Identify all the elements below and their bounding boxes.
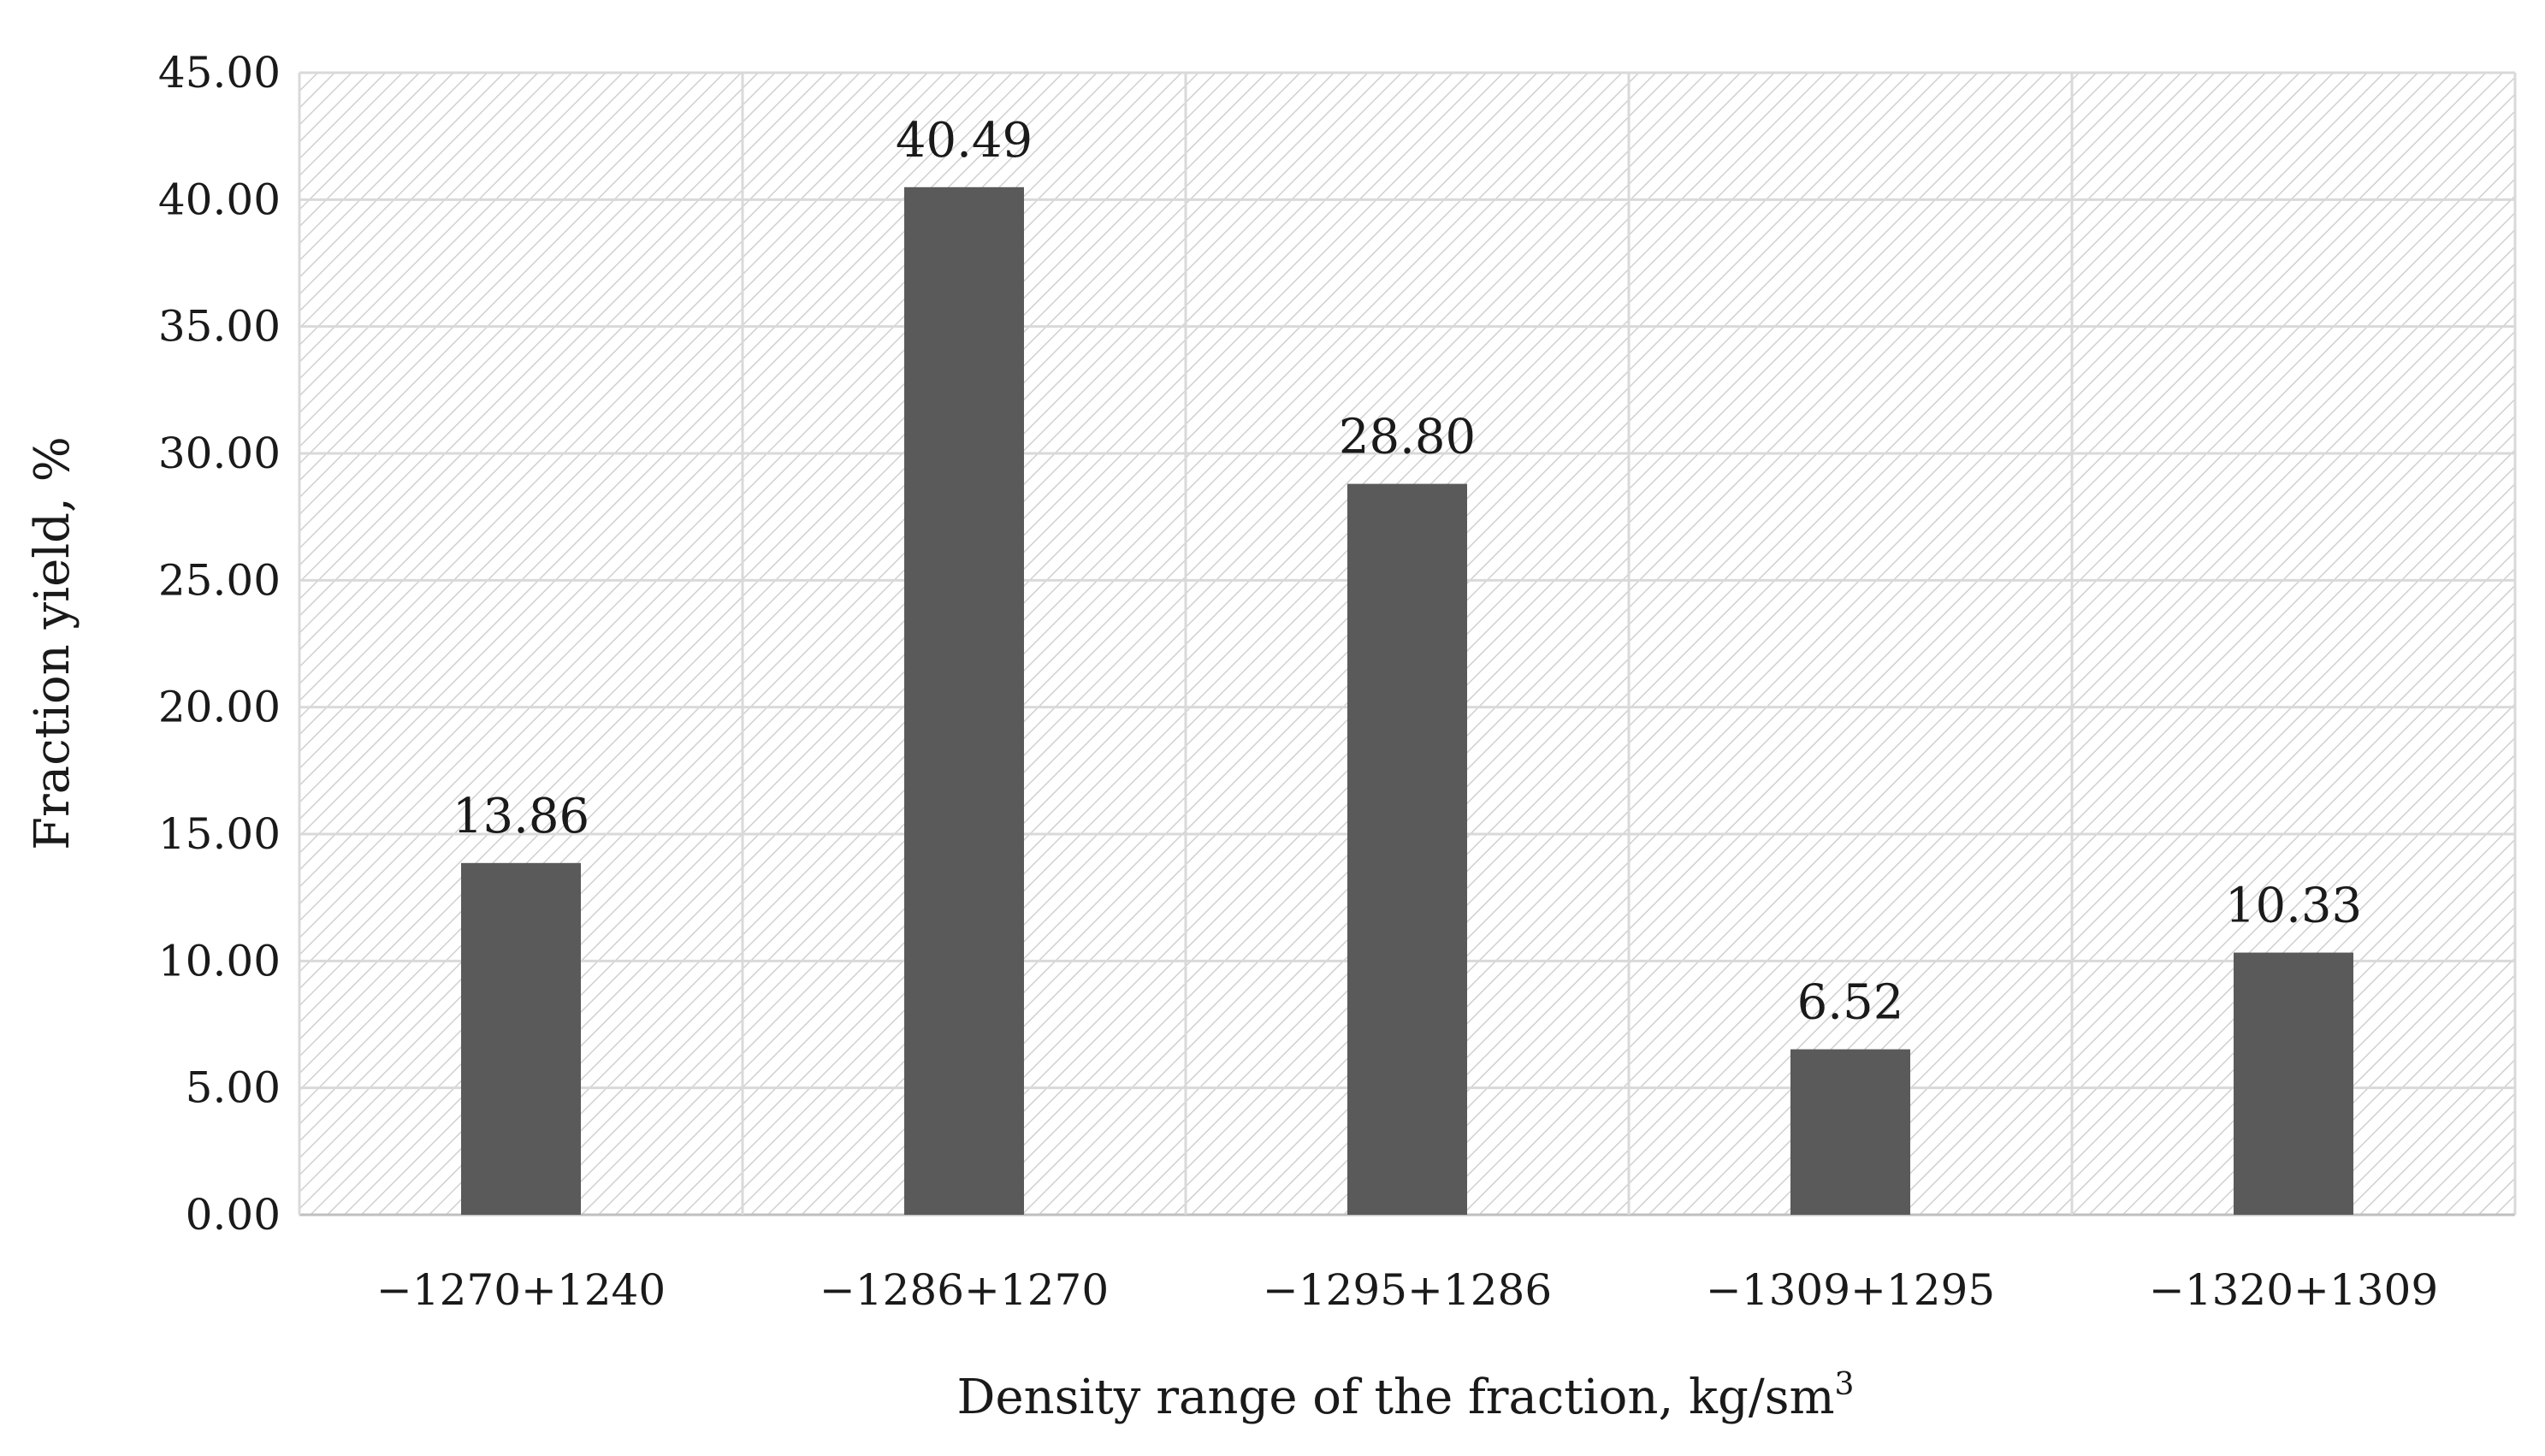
y-tick-label: 45.00 xyxy=(158,48,281,98)
y-tick-labels: 0.00 5.00 10.00 15.00 20.00 25.00 30.00 35.00 40… xyxy=(158,48,281,1240)
y-tick-label: 20.00 xyxy=(158,683,281,732)
x-axis-title-text: Density range of the fraction, kg/sm xyxy=(957,1370,1835,1425)
x-tick-label: −1270+1240 xyxy=(376,1265,666,1315)
data-label: 13.86 xyxy=(453,789,589,844)
x-tick-label: −1286+1270 xyxy=(820,1265,1109,1315)
bars xyxy=(461,186,2353,1216)
x-tick-label: −1309+1295 xyxy=(1706,1265,1995,1315)
bar xyxy=(1347,483,1467,1215)
data-label: 28.80 xyxy=(1339,410,1476,465)
y-tick-label: 25.00 xyxy=(158,555,281,605)
x-axis-title-superscript: 3 xyxy=(1835,1367,1855,1402)
x-tick-label: −1320+1309 xyxy=(2149,1265,2438,1315)
y-tick-label: 40.00 xyxy=(158,175,281,224)
y-tick-label: 15.00 xyxy=(158,809,281,859)
bar xyxy=(904,186,1024,1216)
x-tick-labels: −1270+1240 −1286+1270 −1295+1286 −1309+1295… xyxy=(376,1265,2438,1315)
data-labels: 13.86 40.49 28.80 6.52 10.33 xyxy=(453,113,2362,1031)
y-tick-label: 30.00 xyxy=(158,429,281,478)
y-tick-label: 5.00 xyxy=(186,1063,281,1113)
y-tick-label: 10.00 xyxy=(158,936,281,985)
bar xyxy=(1790,1049,1910,1215)
data-label: 6.52 xyxy=(1797,975,1904,1031)
y-axis-title: Fraction yield, % xyxy=(25,436,80,850)
y-tick-label: 0.00 xyxy=(186,1190,281,1240)
bar xyxy=(461,862,581,1215)
x-tick-label: −1295+1286 xyxy=(1263,1265,1552,1315)
data-label: 40.49 xyxy=(896,113,1033,169)
y-tick-label: 35.00 xyxy=(158,302,281,352)
bar xyxy=(2234,952,2353,1215)
data-label: 10.33 xyxy=(2225,879,2362,934)
x-axis-title: Density range of the fraction, kg/sm3 xyxy=(957,1367,1855,1425)
